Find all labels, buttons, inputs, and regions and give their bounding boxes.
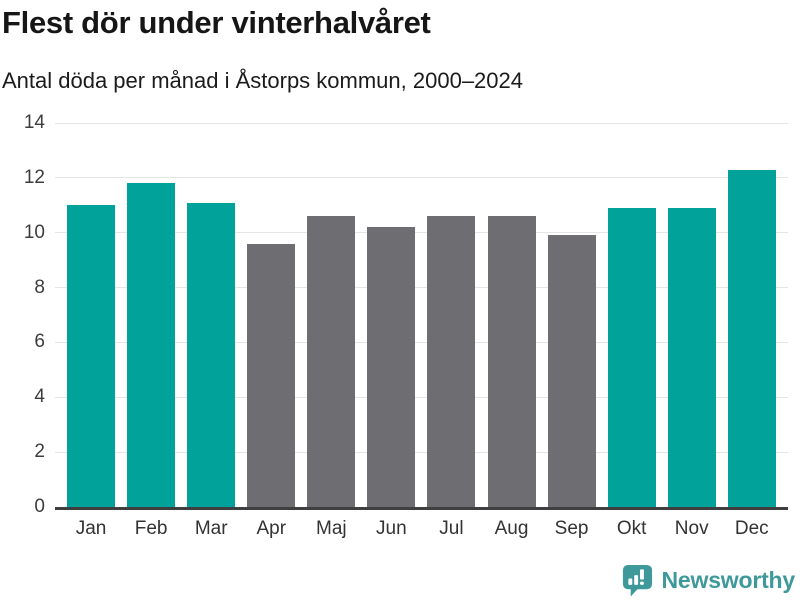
gridline: [55, 177, 788, 179]
y-tick-label: 0: [34, 496, 45, 517]
x-axis-labels: Jan Feb Mar Apr Maj Jun Jul Aug Sep Okt Nov Dec: [55, 518, 788, 540]
x-tick-label-maj: Maj: [316, 518, 347, 539]
bar-dec: [727, 169, 776, 507]
newsworthy-bubble-icon: [622, 564, 652, 597]
y-tick-label: 12: [23, 166, 45, 188]
y-tick-label: 2: [34, 441, 45, 463]
bar-jul: [427, 216, 476, 507]
chart-title: Flest dör under vinterhalvåret: [2, 5, 431, 40]
bar-jun: [367, 227, 416, 507]
newsworthy-logo: Newsworthy: [621, 563, 795, 597]
bar-apr: [247, 243, 296, 507]
newsworthy-logo-text: Newsworthy: [661, 566, 796, 593]
x-tick-label-jul: Jul: [439, 518, 464, 539]
bar-okt: [607, 208, 656, 507]
plot-area: [55, 122, 788, 510]
gridline: [55, 451, 788, 453]
gridline: [55, 287, 788, 289]
y-axis: 0 2 4 6 8 10 12 14: [0, 112, 45, 517]
y-tick-label: 4: [34, 386, 45, 408]
bar-sep: [547, 235, 596, 507]
bar-nov: [667, 208, 716, 507]
gridline: [55, 232, 788, 234]
y-tick-label: 14: [23, 112, 45, 133]
bars-row: [55, 123, 788, 507]
bar-mar: [187, 202, 236, 507]
bar-aug: [487, 216, 536, 507]
bar-jan: [67, 205, 116, 507]
bar-feb: [127, 183, 176, 507]
x-axis-line: [55, 507, 788, 510]
x-tick-label-nov: Nov: [674, 518, 709, 539]
x-tick-label-feb: Feb: [134, 518, 168, 539]
x-tick-label-jun: Jun: [376, 518, 407, 539]
y-tick-label: 8: [34, 276, 45, 298]
bar-maj: [307, 216, 356, 507]
x-tick-label-sep: Sep: [554, 518, 589, 539]
gridline: [55, 396, 788, 398]
x-tick-label-okt: Okt: [616, 518, 647, 539]
x-tick-label-dec: Dec: [734, 518, 769, 539]
y-tick-label: 6: [34, 331, 45, 353]
chart-subtitle: Antal döda per månad i Åstorps kommun, 2…: [2, 68, 523, 93]
gridline: [55, 341, 788, 343]
y-tick-label: 10: [23, 221, 45, 243]
x-tick-label-aug: Aug: [494, 518, 529, 539]
x-tick-label-mar: Mar: [194, 518, 228, 539]
x-tick-label-apr: Apr: [256, 518, 287, 539]
x-tick-label-jan: Jan: [75, 518, 107, 539]
gridline: [55, 122, 788, 124]
